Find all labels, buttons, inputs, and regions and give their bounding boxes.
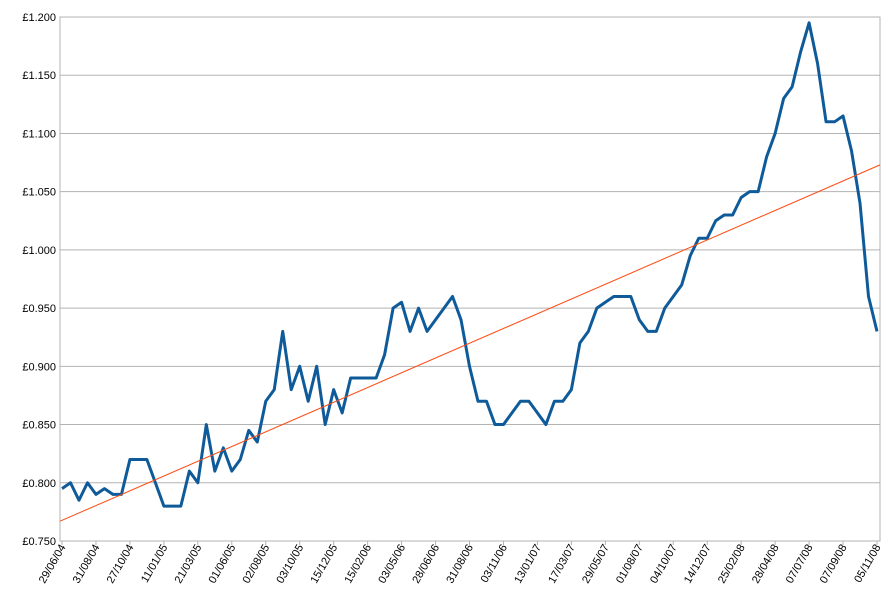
plot-area xyxy=(59,16,881,542)
x-tick-label: 27/10/04 xyxy=(105,543,137,586)
x-tick-label: 28/04/08 xyxy=(750,543,782,586)
x-tick-label: 15/12/05 xyxy=(308,543,340,586)
y-tick-label: £0.900 xyxy=(22,361,56,373)
y-tick-label: £0.950 xyxy=(22,303,56,315)
x-tick-label: 03/05/06 xyxy=(376,543,408,586)
y-tick-label: £0.800 xyxy=(22,478,56,490)
x-tick-label: 31/08/04 xyxy=(71,543,103,586)
x-tick-label: 01/08/07 xyxy=(614,543,646,586)
x-tick-label: 29/06/04 xyxy=(37,543,69,586)
y-tick-label: £1.000 xyxy=(22,245,56,257)
x-tick-label: 15/02/06 xyxy=(342,543,374,586)
y-tick-label: £0.850 xyxy=(22,420,56,432)
x-tick-label: 02/08/05 xyxy=(241,543,273,586)
x-tick-label: 13/01/07 xyxy=(512,543,544,586)
x-tick-label: 03/11/06 xyxy=(479,543,510,585)
y-tick-label: £1.150 xyxy=(22,70,56,82)
x-tick-label: 04/10/07 xyxy=(648,543,680,586)
y-tick-label: £0.750 xyxy=(22,536,56,548)
x-tick-label: 17/03/07 xyxy=(546,543,578,586)
x-tick-label: 03/10/05 xyxy=(275,543,307,586)
x-tick-label: 11/01/05 xyxy=(139,543,170,585)
x-tick-label: 29/05/07 xyxy=(580,543,612,586)
x-tick-label: 21/03/05 xyxy=(173,543,205,586)
x-tick-label: 25/02/08 xyxy=(716,543,748,586)
y-tick-label: £1.100 xyxy=(22,128,56,140)
x-tick-label: 07/09/08 xyxy=(818,543,850,586)
x-tick-label: 31/08/06 xyxy=(444,543,476,586)
line-series xyxy=(61,21,879,508)
x-tick-label: 14/12/07 xyxy=(682,543,714,586)
x-tick-label: 01/06/05 xyxy=(207,543,239,586)
y-tick-label: £1.050 xyxy=(22,187,56,199)
x-tick-label: 05/11/08 xyxy=(852,543,883,585)
x-tick-label: 07/07/08 xyxy=(784,543,816,586)
x-tick-label: 28/06/06 xyxy=(410,543,442,586)
y-tick-label: £1.200 xyxy=(22,12,56,24)
trend-line xyxy=(59,164,881,522)
